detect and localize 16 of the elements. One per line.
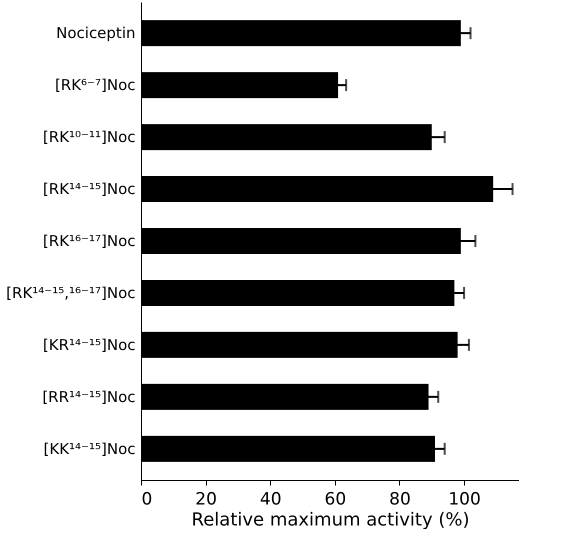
y-tick-label: [RR¹⁴⁻¹⁵]Noc [42, 388, 136, 406]
y-tick-label: Nociceptin [56, 24, 136, 42]
x-tick-label: 80 [389, 490, 411, 510]
y-tick-label: [KR¹⁴⁻¹⁵]Noc [42, 336, 136, 354]
x-tick-label: 20 [195, 490, 217, 510]
x-axis-title: Relative maximum activity (%) [192, 510, 470, 530]
x-tick-label: 60 [324, 490, 346, 510]
x-tick-label: 40 [260, 490, 282, 510]
y-tick-label: [RK¹⁰⁻¹¹]Noc [42, 128, 136, 146]
x-tick-label: 100 [448, 490, 481, 510]
y-tick-label: [RK⁶⁻⁷]Noc [54, 76, 136, 94]
y-tick-label: [RK¹⁴⁻¹⁵]Noc [42, 180, 136, 198]
x-tick-label: 0 [142, 490, 152, 510]
y-tick-label: [RK¹⁴⁻¹⁵,¹⁶⁻¹⁷]Noc [6, 284, 136, 302]
y-tick-label: [KK¹⁴⁻¹⁵]Noc [44, 440, 136, 458]
y-tick-label: [RK¹⁶⁻¹⁷]Noc [42, 232, 136, 250]
